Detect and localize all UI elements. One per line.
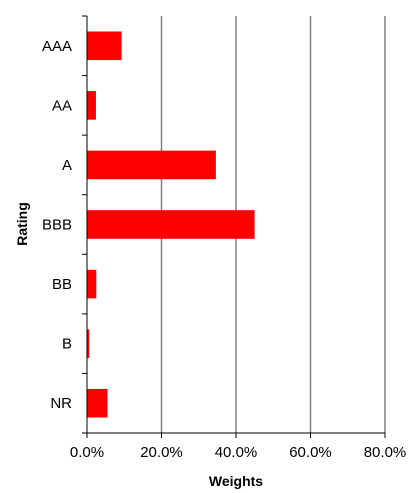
category-label: BB	[52, 276, 72, 293]
bar-bbb	[87, 210, 255, 239]
bar-nr	[87, 388, 108, 418]
category-label: A	[62, 157, 72, 174]
bar-aaa	[87, 31, 122, 61]
category-label: BBB	[42, 217, 72, 234]
category-label: AAA	[42, 38, 72, 55]
bars	[87, 31, 255, 418]
category-label: B	[62, 336, 72, 353]
category-label: AA	[52, 97, 72, 114]
x-tick-label: 40.0%	[215, 444, 258, 461]
x-tick-label: 80.0%	[364, 444, 407, 461]
bar-aa	[87, 91, 96, 120]
y-axis-title: Rating	[14, 202, 30, 246]
axes	[82, 15, 386, 438]
category-label: NR	[50, 395, 72, 412]
bar-a	[87, 150, 216, 180]
x-tick-labels: 0.0% 20.0% 40.0% 60.0% 80.0%	[70, 444, 406, 461]
bar-b	[87, 329, 90, 358]
x-axis-title: Weights	[209, 473, 263, 489]
x-tick-label: 20.0%	[140, 444, 183, 461]
x-tick-label: 0.0%	[70, 444, 104, 461]
x-tick-label: 60.0%	[289, 444, 332, 461]
bar-bb	[87, 269, 97, 299]
